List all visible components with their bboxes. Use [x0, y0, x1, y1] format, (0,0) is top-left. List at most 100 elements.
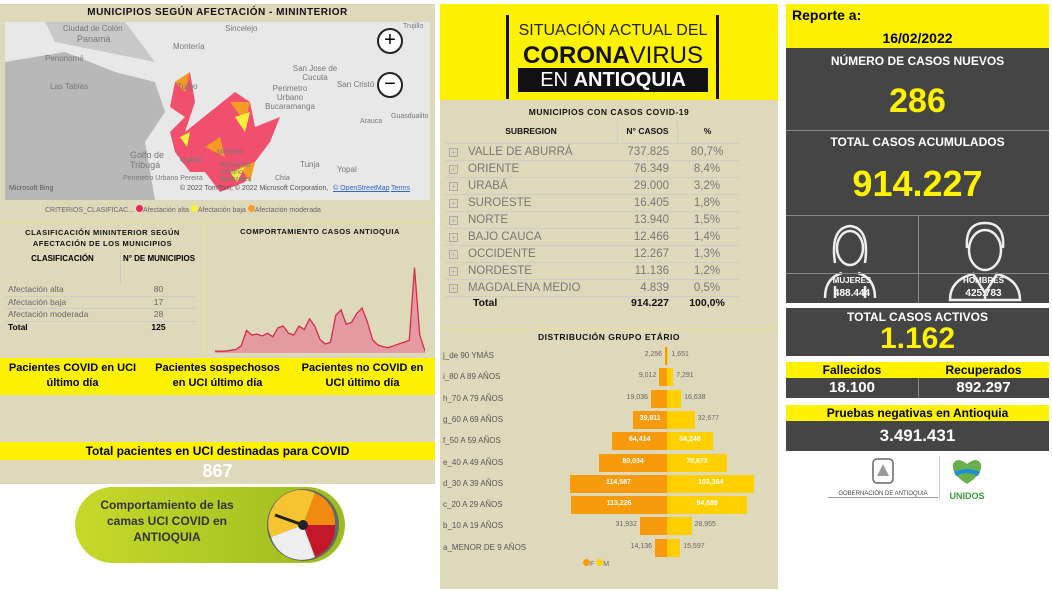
cases: 12.267	[633, 248, 669, 260]
bar-m[interactable]	[667, 389, 682, 408]
bar-m[interactable]	[667, 347, 669, 365]
table-row[interactable]: + SUROESTE 16.405 1,8%	[445, 195, 740, 212]
legend-item: Afectación moderada	[254, 207, 321, 214]
gobernacion-text: GOBERNACIÓN DE ANTIOQUIA	[828, 491, 938, 498]
data-label-f: 113,226	[606, 500, 632, 508]
expand-icon[interactable]: +	[449, 232, 458, 242]
map-place: Guasdualito	[391, 113, 429, 120]
coat-of-arms-icon	[872, 458, 894, 484]
bar-f[interactable]	[633, 410, 667, 429]
percent: 1,2%	[693, 265, 721, 277]
uci-beds-banner[interactable]: Comportamiento de las camas UCI COVID en…	[75, 487, 345, 563]
bar-f[interactable]	[650, 389, 667, 408]
subregion-name: BAJO CAUCA	[468, 230, 542, 243]
bar-m[interactable]	[667, 474, 755, 493]
bar-f[interactable]	[570, 474, 667, 493]
percent: 1,4%	[693, 231, 721, 243]
map-place: Perimetro Urbano Bucaramanga	[265, 84, 315, 111]
subregion-name: ORIENTE	[468, 162, 520, 175]
expand-icon[interactable]: +	[449, 147, 458, 157]
uci-label: Pacientes COVID en UCI último día	[8, 362, 137, 389]
expand-icon[interactable]: +	[449, 283, 458, 293]
expand-icon[interactable]: +	[449, 249, 458, 259]
divider	[0, 223, 435, 224]
map-shapes	[5, 22, 280, 200]
category-label: b_10 A 19 AÑOS	[443, 521, 504, 531]
expand-icon[interactable]: +	[449, 198, 458, 208]
legend-item: Afectación baja	[197, 207, 246, 214]
bar-f[interactable]	[665, 347, 667, 365]
bar-f[interactable]	[612, 432, 667, 451]
map-place: Chía	[275, 175, 290, 182]
table-row[interactable]: + OCCIDENTE 12.267 1,3%	[445, 246, 740, 263]
report-label: Reporte a:	[792, 7, 862, 23]
bar-f[interactable]	[571, 496, 667, 515]
bar-m[interactable]	[667, 410, 695, 429]
expand-icon[interactable]: +	[449, 181, 458, 191]
percent: 3,2%	[693, 180, 721, 192]
zoom-in-button[interactable]: +	[377, 28, 403, 54]
category-label: h_70 A 79 AÑOS	[443, 393, 504, 403]
table-row[interactable]: + NORTE 13.940 1,5%	[445, 212, 740, 229]
hombres-label: HOMBRES	[963, 276, 1004, 285]
col-header[interactable]: SUBREGION	[505, 126, 557, 136]
map-place: Perimetro Urbano Manizales	[220, 162, 252, 183]
terms-link[interactable]: Terms	[391, 185, 411, 192]
bar-m[interactable]	[667, 517, 692, 536]
data-label-f: 19,036	[626, 393, 648, 401]
category-label: g_60 A 69 AÑOS	[443, 414, 504, 424]
bar-m[interactable]	[667, 538, 681, 557]
zoom-out-button[interactable]: −	[377, 72, 403, 98]
col-header[interactable]: N° CASOS	[617, 122, 677, 143]
bar-f[interactable]	[655, 538, 667, 557]
data-label-f: 80,034	[622, 457, 644, 465]
row-label: Afectación alta	[8, 284, 64, 294]
vertical-divider	[204, 224, 205, 356]
mujeres-value: 488.444	[833, 288, 871, 299]
col-header: CLASIFICACIÓN	[31, 254, 94, 263]
table-row[interactable]: + URABÁ 29.000 3,2%	[445, 178, 740, 195]
map-place: San Jose de Cucuta	[292, 64, 338, 82]
category-label: i_80 A 89 AÑOS	[443, 372, 501, 382]
series-line	[215, 267, 425, 352]
data-label-f: 14,136	[630, 542, 653, 550]
col-header: N° DE MUNICIPIOS	[120, 252, 197, 284]
corona-text: CORONA	[522, 42, 630, 69]
map-place: Sincelejo	[225, 24, 258, 33]
activos-value: 1.162	[879, 322, 956, 355]
cases: 76.349	[633, 163, 669, 175]
activos-label: TOTAL CASOS ACTIVOS	[847, 310, 988, 324]
row-value: 17	[153, 296, 164, 307]
data-label-m: 103,364	[698, 478, 724, 486]
map[interactable]: Ciudad de Colón Panamá Penonomé Las Tabl…	[5, 22, 430, 200]
map-place: Las Tablas	[50, 82, 89, 91]
subregion-name: MAGDALENA MEDIO	[468, 281, 581, 294]
table-row[interactable]: + MAGDALENA MEDIO 4.839 0,5%	[445, 280, 740, 297]
expand-icon[interactable]: +	[449, 164, 458, 174]
pyramid-title: DISTRIBUCIÓN GRUPO ETÁRIO	[538, 332, 680, 342]
bar-f[interactable]	[639, 517, 667, 536]
table-row: Afectación alta 80	[5, 284, 197, 297]
table-row[interactable]: + ORIENTE 76.349 8,4%	[445, 161, 740, 178]
cases: 737.825	[627, 146, 669, 158]
table-row[interactable]: + VALLE DE ABURRÁ 737.825 80,7%	[445, 144, 740, 161]
data-label-f: 2,256	[644, 351, 663, 358]
bar-f[interactable]	[599, 453, 667, 472]
bar-m[interactable]	[667, 496, 748, 515]
data-label-m: 15,597	[683, 542, 705, 550]
bar-m[interactable]	[667, 453, 727, 472]
bar-m[interactable]	[667, 368, 674, 387]
osm-link[interactable]: © OpenStreetMap	[333, 185, 390, 192]
divider	[440, 328, 778, 329]
table-row[interactable]: + NORDESTE 11.136 1,2%	[445, 263, 740, 280]
col-header[interactable]: %	[677, 122, 737, 143]
subregion-title: MUNICIPIOS CON CASOS COVID-19	[528, 107, 690, 117]
bar-f[interactable]	[659, 368, 667, 387]
map-place: Yopal	[337, 165, 357, 174]
gobernacion-logo: GOBERNACIÓN DE ANTIOQUIA	[828, 456, 938, 498]
expand-icon[interactable]: +	[449, 266, 458, 276]
acum-value: 914.227	[852, 163, 983, 204]
expand-icon[interactable]: +	[449, 215, 458, 225]
bar-m[interactable]	[667, 432, 713, 451]
table-row[interactable]: + BAJO CAUCA 12.466 1,4%	[445, 229, 740, 246]
